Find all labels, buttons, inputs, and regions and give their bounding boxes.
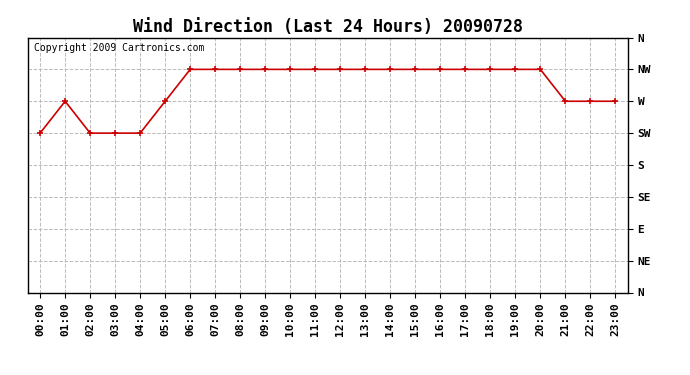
Title: Wind Direction (Last 24 Hours) 20090728: Wind Direction (Last 24 Hours) 20090728 [132,18,523,36]
Text: Copyright 2009 Cartronics.com: Copyright 2009 Cartronics.com [34,43,204,52]
